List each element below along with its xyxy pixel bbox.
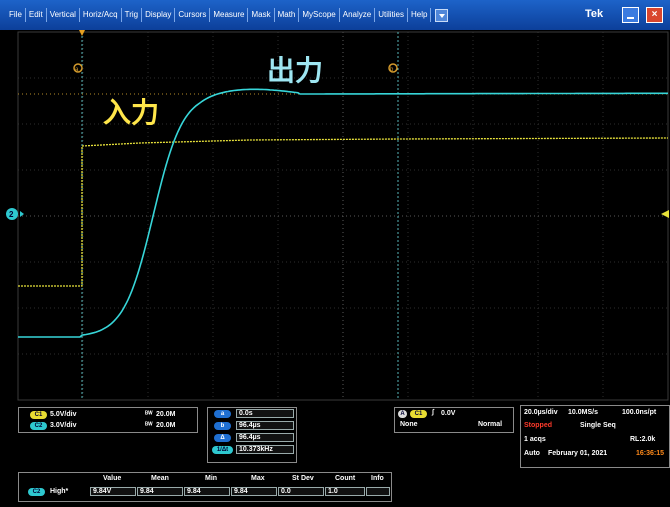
trigger-settings-box[interactable]	[394, 407, 514, 433]
cursor-b-marker-icon[interactable]	[388, 63, 398, 73]
cursor-inverse-badge: 1/Δt	[212, 446, 233, 454]
trigger-level: 0.0V	[441, 410, 456, 417]
channel-1-scale: 5.0V/div	[50, 411, 77, 418]
input-waveform	[18, 137, 669, 287]
channel-2-reference-label: 2	[9, 210, 14, 219]
channel-settings-box[interactable]	[18, 407, 198, 433]
measurement-name: High*	[50, 488, 69, 495]
trigger-auto: Auto	[524, 450, 540, 457]
menu-trig[interactable]: Trig	[122, 8, 143, 22]
channel-2-badge[interactable]: C2	[30, 422, 47, 430]
measurement-header-value: Value	[103, 475, 122, 482]
cursor-inverse-value: 10.373kHz	[236, 445, 294, 454]
channel-1-badge[interactable]: C1	[30, 411, 47, 419]
channel-2-bw-icon: ᴮᵂ	[145, 422, 153, 429]
menu-math[interactable]: Math	[275, 8, 300, 22]
channel-2-reference-icon[interactable]	[6, 208, 18, 220]
channel-1-bw-icon: ᴮᵂ	[145, 411, 153, 418]
input-label: 入力	[103, 96, 159, 129]
cursor-readout-box[interactable]	[207, 407, 297, 463]
timebase: 20.0µs/div	[524, 409, 558, 416]
menu-display[interactable]: Display	[142, 8, 176, 22]
cursor-b-value: 96.4µs	[236, 421, 294, 430]
measurement-stdev: 0.0	[278, 487, 324, 496]
trigger-mode: Normal	[478, 421, 503, 428]
measurement-max: 9.84	[231, 487, 277, 496]
trigger-coupling: None	[400, 421, 418, 428]
menu-file[interactable]: File	[6, 8, 26, 22]
acquisition-state: Stopped	[524, 422, 552, 429]
acquisition-sequence: Single Seq	[580, 422, 616, 429]
brand-logo: Tek	[585, 8, 604, 20]
measurement-mean: 9.84	[137, 487, 183, 496]
trigger-source-badge: C1	[410, 410, 427, 418]
channel-2-bandwidth: 20.0M	[156, 422, 176, 429]
measurement-header-count: Count	[335, 475, 356, 482]
channel-2-scale: 3.0V/div	[50, 422, 77, 429]
menu-horiz-acq[interactable]: Horiz/Acq	[80, 8, 122, 22]
acquisition-time: 16:36:15	[636, 450, 665, 457]
cursor-b-badge: b	[214, 422, 231, 430]
sample-rate: 10.0MS/s	[568, 409, 598, 416]
cursor-a-value: 0.0s	[236, 409, 294, 418]
cursor-delta-value: 96.4µs	[236, 433, 294, 442]
menu-edit[interactable]: Edit	[26, 8, 47, 22]
measurement-min: 9.84	[184, 487, 230, 496]
cursor-b-marker-label: b	[390, 67, 394, 73]
measurement-header-stdev: St Dev	[292, 475, 314, 482]
menu-myscope[interactable]: MyScope	[299, 8, 340, 22]
measurement-header-max: Max	[251, 475, 265, 482]
cursor-a-marker-label: a	[75, 67, 79, 73]
trigger-icon: A	[398, 410, 407, 418]
measurement-info	[366, 487, 390, 496]
menu-help[interactable]: Help	[408, 8, 432, 22]
waveform-display[interactable]: a b 2 入力 出力	[0, 30, 670, 402]
trigger-level-icon[interactable]	[661, 210, 669, 218]
menu-utilities[interactable]: Utilities	[375, 8, 408, 22]
menu-cursors[interactable]: Cursors	[175, 8, 211, 22]
menu-bar: File Edit Vertical Horiz/Acq Trig Displa…	[0, 0, 670, 30]
resolution: 100.0ns/pt	[622, 409, 657, 416]
graticule-grid	[18, 32, 668, 400]
menu-mask[interactable]: Mask	[248, 8, 275, 22]
measurement-value: 9.84V	[90, 487, 136, 496]
cursor-a-marker-icon[interactable]	[73, 63, 83, 73]
trigger-edge-icon: ∫	[432, 409, 434, 416]
measurement-header-info: Info	[371, 475, 384, 482]
menu-measure[interactable]: Measure	[210, 8, 249, 22]
help-dropdown-icon[interactable]	[435, 8, 449, 22]
acquisition-count: 1 acqs	[524, 436, 546, 443]
cursor-a-badge: a	[214, 410, 231, 418]
status-panel: C1 5.0V/div ᴮᵂ 20.0M C2 3.0V/div ᴮᵂ 20.0…	[0, 402, 670, 507]
cursor-delta-badge: Δ	[214, 434, 231, 442]
reference-arrow-icon	[20, 211, 24, 217]
menu-vertical[interactable]: Vertical	[47, 8, 80, 22]
menu-analyze[interactable]: Analyze	[340, 8, 376, 22]
close-button[interactable]: ×	[646, 7, 663, 23]
output-waveform	[18, 88, 668, 338]
measurement-table[interactable]	[18, 472, 392, 502]
measurement-count: 1.0	[325, 487, 365, 496]
trigger-position-icon[interactable]	[79, 30, 85, 36]
measurement-header-mean: Mean	[151, 475, 169, 482]
minimize-button[interactable]	[622, 7, 639, 23]
measurement-header-min: Min	[205, 475, 218, 482]
record-length: RL:2.0k	[630, 436, 656, 443]
measurement-source-badge: C2	[28, 488, 45, 496]
acquisition-date: February 01, 2021	[548, 450, 608, 457]
channel-1-bandwidth: 20.0M	[156, 411, 176, 418]
output-label: 出力	[267, 54, 323, 87]
